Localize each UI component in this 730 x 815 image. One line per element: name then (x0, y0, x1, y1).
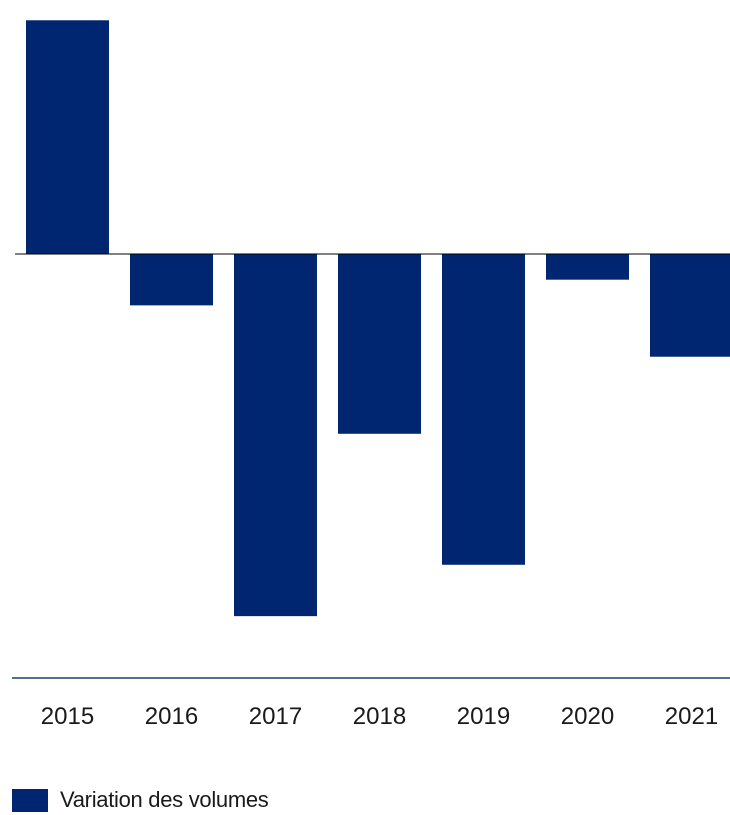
x-tick-label-2021: 2021 (665, 703, 718, 730)
legend-swatch (12, 788, 48, 812)
x-tick-label-2017: 2017 (249, 703, 302, 730)
x-tick-label-2016: 2016 (145, 703, 198, 730)
bar-2021 (650, 254, 730, 357)
bar-chart: 2015 2016 2017 2018 2019 2020 2021 (12, 20, 730, 730)
bar-2016 (130, 254, 213, 306)
legend: Variation des volumes (12, 787, 269, 813)
bar-2017 (234, 254, 317, 617)
bar-2018 (338, 254, 421, 434)
x-tick-label-2019: 2019 (457, 703, 510, 730)
bar-2019 (442, 254, 525, 565)
bar-2020 (546, 254, 629, 280)
x-tick-labels: 2015 2016 2017 2018 2019 2020 2021 (41, 703, 718, 730)
legend-label: Variation des volumes (60, 787, 269, 812)
bar-2015 (26, 20, 109, 255)
x-tick-label-2020: 2020 (561, 703, 614, 730)
x-tick-label-2015: 2015 (41, 703, 94, 730)
x-tick-label-2018: 2018 (353, 703, 406, 730)
bars-group (26, 20, 730, 617)
